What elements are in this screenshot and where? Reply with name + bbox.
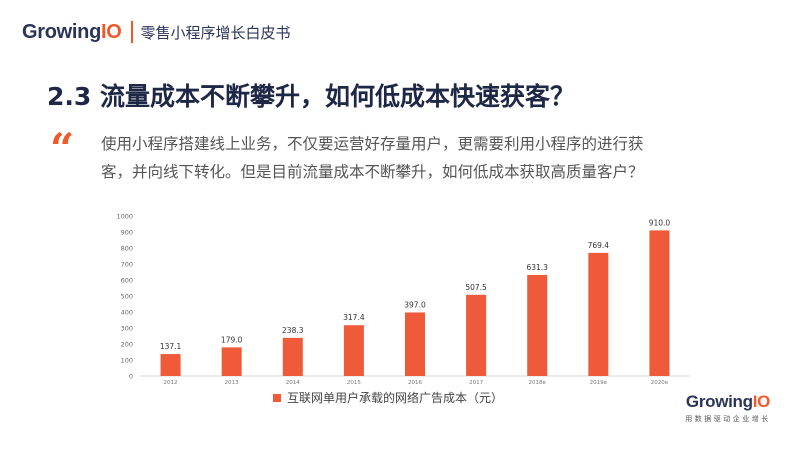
bar <box>282 337 303 376</box>
quote-text: 使用小程序搭建线上业务，不仅要运营好存量用户，更需要利用小程序的进行获 客，并向… <box>101 130 701 186</box>
x-tick-label: 2012 <box>164 380 178 386</box>
x-tick-label: 2015 <box>347 380 361 386</box>
data-label: 397.0 <box>404 300 426 309</box>
bar <box>160 354 181 376</box>
data-label: 137.1 <box>160 342 182 351</box>
data-label: 317.4 <box>343 313 365 322</box>
data-label: 631.3 <box>526 263 548 272</box>
bar <box>466 294 487 376</box>
data-label: 769.4 <box>588 241 610 250</box>
bar <box>405 312 425 376</box>
y-tick-label: 900 <box>121 229 133 237</box>
data-label: 910.0 <box>649 218 671 227</box>
document-title: 零售小程序增长白皮书 <box>140 23 291 42</box>
bar <box>527 274 548 376</box>
footer-slogan: 用数据驱动企业增长 <box>685 415 771 423</box>
y-tick-label: 700 <box>121 261 133 269</box>
x-tick-label: 2019e <box>590 380 608 386</box>
data-label: 238.3 <box>282 326 304 335</box>
y-tick-label: 0 <box>129 373 133 381</box>
bar <box>649 230 670 376</box>
bar <box>221 347 242 376</box>
y-tick-label: 100 <box>121 357 133 365</box>
y-tick-label: 400 <box>121 309 133 317</box>
quote-icon: “ <box>50 124 75 173</box>
footer-logo: GrowingIO 用数据驱动企业增长 <box>682 392 774 424</box>
quote-line-1: 使用小程序搭建线上业务，不仅要运营好存量用户，更需要利用小程序的进行获 <box>101 135 644 153</box>
chart-legend: 互联网单用户承载的网络广告成本（元） <box>273 389 503 406</box>
quote-line-2: 客，并向线下转化。但是目前流量成本不断攀升，如何低成本获取高质量客户？ <box>101 163 644 181</box>
header-divider <box>130 21 133 43</box>
y-tick-label: 200 <box>121 341 133 349</box>
x-tick-label: 2016 <box>408 380 422 386</box>
y-tick-label: 500 <box>121 293 133 301</box>
y-tick-label: 600 <box>121 277 133 285</box>
footer-logo-text: GrowingIO <box>685 392 771 411</box>
x-tick-label: 2013 <box>225 380 239 386</box>
section-title: 2.3 流量成本不断攀升，如何低成本快速获客？ <box>47 82 575 111</box>
x-tick-label: 2020e <box>651 380 669 386</box>
x-tick-label: 2014 <box>286 380 300 386</box>
bar <box>588 252 609 376</box>
y-tick-label: 1000 <box>116 213 133 221</box>
x-tick-label: 2017 <box>469 380 483 386</box>
y-tick-label: 300 <box>121 325 133 333</box>
y-tick-label: 800 <box>121 245 133 253</box>
data-label: 507.5 <box>465 283 487 292</box>
growingio-logo: GrowingIO <box>22 20 122 43</box>
x-tick-label: 2018e <box>529 380 547 386</box>
data-label: 179.0 <box>221 335 243 344</box>
legend-swatch <box>273 393 281 402</box>
legend-label: 互联网单用户承载的网络广告成本（元） <box>287 391 504 405</box>
bar <box>343 325 364 376</box>
header: GrowingIO 零售小程序增长白皮书 <box>22 14 291 50</box>
